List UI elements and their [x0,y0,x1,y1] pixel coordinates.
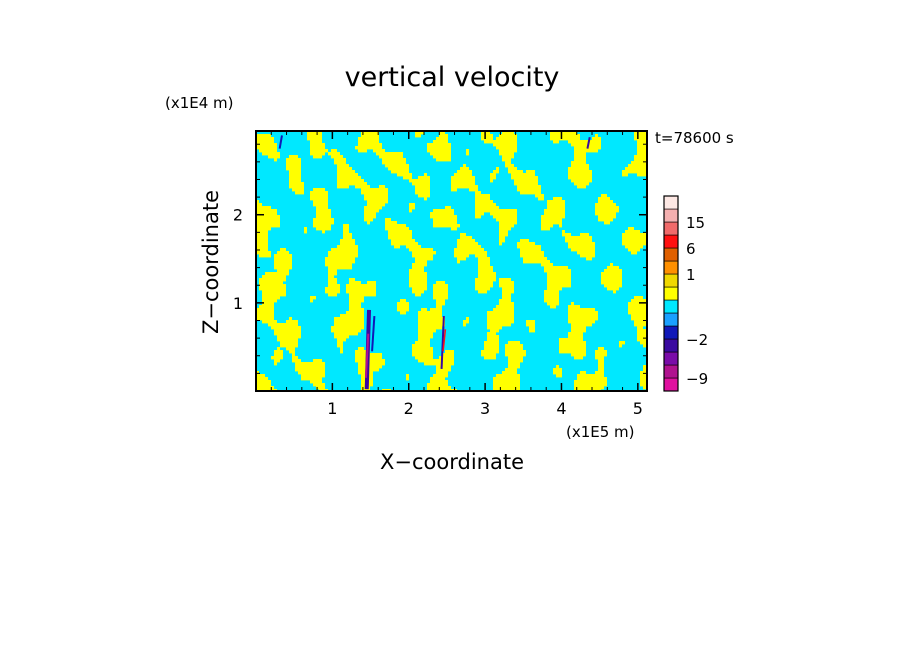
colorbar-swatch [663,221,679,236]
plot-area [256,131,647,391]
colorbar-tick-label: 1 [686,266,696,284]
colorbar-tick-label: 6 [686,240,696,258]
x-axis-label: X−coordinate [380,450,524,474]
y-tick-label: 2 [233,206,243,225]
x-tick-label: 4 [556,399,566,418]
x-multiplier-label: (x1E5 m) [566,423,635,441]
velocity-field [256,131,647,391]
time-label: t=78600 s [655,129,734,147]
x-tick-label: 3 [480,399,490,418]
colorbar-swatch [663,195,679,210]
colorbar-swatch [663,286,679,301]
colorbar-tick-label: −9 [686,370,708,388]
colorbar-swatch [663,351,679,366]
colorbar-swatch [663,377,679,392]
colorbar-swatch [663,299,679,314]
y-multiplier-label: (x1E4 m) [165,94,234,112]
colorbar-swatch [663,312,679,327]
x-tick-label: 1 [327,399,337,418]
x-axis-ticks: 1 2 3 4 5 [270,131,643,418]
x-tick-label: 2 [404,399,414,418]
y-axis-label: Z−coordinate [199,190,223,334]
plot-frame [255,130,648,392]
colorbar-swatch [663,247,679,262]
y-axis-ticks: 12 [233,143,647,374]
chart-title: vertical velocity [345,62,560,93]
colorbar-swatch [663,325,679,340]
colorbar-swatch [663,234,679,249]
colorbar-swatch [663,364,679,379]
colorbar: 15 6 1 −2 −9 [663,195,708,392]
x-tick-label: 5 [633,399,643,418]
colorbar-tick-label: 15 [686,214,705,232]
y-tick-label: 1 [233,294,243,313]
colorbar-swatch [663,260,679,275]
colorbar-swatch [663,208,679,223]
colorbar-frame [663,195,679,392]
colorbar-swatch [663,273,679,288]
colorbar-tick-label: −2 [686,331,708,349]
colorbar-swatch [663,338,679,353]
